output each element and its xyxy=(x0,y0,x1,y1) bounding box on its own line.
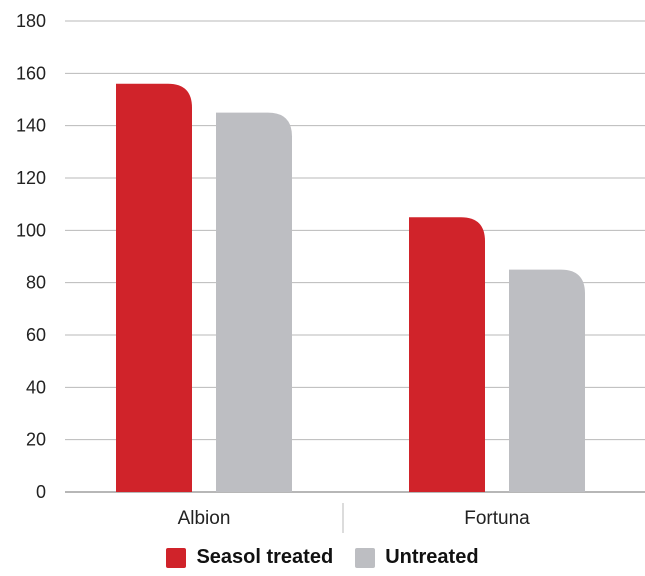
legend-swatch-untreated xyxy=(355,547,376,568)
legend-swatch-seasol-treated xyxy=(166,547,187,568)
y-axis-ticks: 0 20 40 60 80 100 120 140 160 180 xyxy=(16,11,46,502)
y-tick-label-180: 180 xyxy=(16,11,46,31)
legend: Seasol treated Untreated xyxy=(0,546,645,569)
y-tick-label-160: 160 xyxy=(16,63,46,83)
bars xyxy=(116,83,585,493)
y-tick-label-40: 40 xyxy=(26,377,46,397)
x-category-label-fortuna: Fortuna xyxy=(464,508,530,529)
y-tick-label-120: 120 xyxy=(16,168,46,188)
y-tick-label-140: 140 xyxy=(16,116,46,136)
y-tick-label-80: 80 xyxy=(26,273,46,293)
legend-item-seasol-treated: Seasol treated xyxy=(166,546,333,569)
y-tick-label-20: 20 xyxy=(26,430,46,450)
bar-albion-seasol-treated xyxy=(116,83,192,493)
bar-albion-untreated xyxy=(216,112,292,492)
legend-item-untreated: Untreated xyxy=(355,546,479,569)
legend-label-untreated: Untreated xyxy=(385,546,479,568)
bar-fortuna-seasol-treated xyxy=(409,217,485,492)
y-tick-label-0: 0 xyxy=(36,482,46,502)
y-tick-label-60: 60 xyxy=(26,325,46,345)
bar-fortuna-untreated xyxy=(509,269,585,492)
x-category-label-albion: Albion xyxy=(178,508,231,529)
legend-label-seasol-treated: Seasol treated xyxy=(196,546,334,568)
category-labels: Albion Fortuna xyxy=(178,508,531,529)
y-tick-label-100: 100 xyxy=(16,220,46,240)
